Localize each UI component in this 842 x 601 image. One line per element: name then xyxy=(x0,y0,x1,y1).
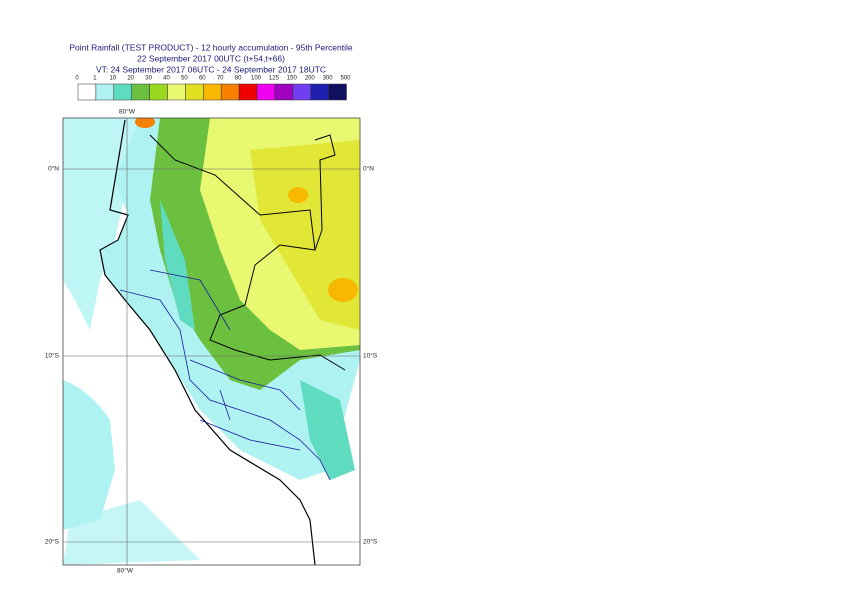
lon-label: 80°W xyxy=(119,108,136,116)
legend-level: 150 xyxy=(287,76,298,82)
map-frame xyxy=(62,117,361,566)
legend-level: 20 xyxy=(127,76,134,82)
lat-label: 0°N xyxy=(48,165,59,173)
legend-swatch xyxy=(238,83,258,101)
legend-swatch xyxy=(95,83,115,101)
legend-level: 40 xyxy=(163,76,170,82)
legend: 0 1 10 20 30 40 50 60 70 80 100 125 150 200 300 500 xyxy=(75,76,351,101)
legend-swatch xyxy=(185,83,204,101)
lat-label: 20°S xyxy=(363,538,378,546)
lat-label: 20°S xyxy=(45,538,60,546)
legend-level: 100 xyxy=(251,76,262,82)
legend-level: 125 xyxy=(269,76,280,82)
legend-swatch xyxy=(77,83,97,101)
legend-level: 0 xyxy=(75,76,79,82)
lat-label: 10°S xyxy=(45,352,60,360)
map xyxy=(63,118,360,565)
graticule: 80°W 80°W 0°N 0°N 10°S 10°S 20°S 20°S xyxy=(45,108,378,575)
legend-level: 70 xyxy=(217,76,224,82)
legend-swatch xyxy=(220,83,240,101)
legend-level: 60 xyxy=(199,76,206,82)
lat-label: 0°N xyxy=(363,165,374,173)
legend-level: 30 xyxy=(145,76,152,82)
legend-level: 300 xyxy=(323,76,334,82)
run-time: 22 September 2017 00UTC (t+54,t+66) xyxy=(137,53,285,63)
legend-swatch xyxy=(292,83,311,101)
legend-swatch xyxy=(203,83,222,101)
legend-swatch xyxy=(256,83,276,101)
legend-level: 1 xyxy=(93,76,97,82)
legend-swatch xyxy=(310,83,329,101)
lon-label: 80°W xyxy=(117,567,134,575)
title: Point Rainfall (TEST PRODUCT) - 12 hourl… xyxy=(69,42,353,52)
legend-level: 500 xyxy=(340,76,351,82)
legend-level: 80 xyxy=(235,76,242,82)
legend-swatch xyxy=(149,83,168,101)
legend-swatch xyxy=(131,83,150,101)
legend-level: 10 xyxy=(109,76,116,82)
lat-label: 10°S xyxy=(363,352,378,360)
legend-swatch xyxy=(274,83,294,101)
legend-level: 50 xyxy=(181,76,188,82)
legend-swatch xyxy=(167,83,186,101)
valid-time: VT: 24 September 2017 06UTC - 24 Septemb… xyxy=(96,64,326,74)
legend-swatch xyxy=(328,83,347,101)
legend-swatch xyxy=(113,83,132,101)
legend-level: 200 xyxy=(305,76,316,82)
